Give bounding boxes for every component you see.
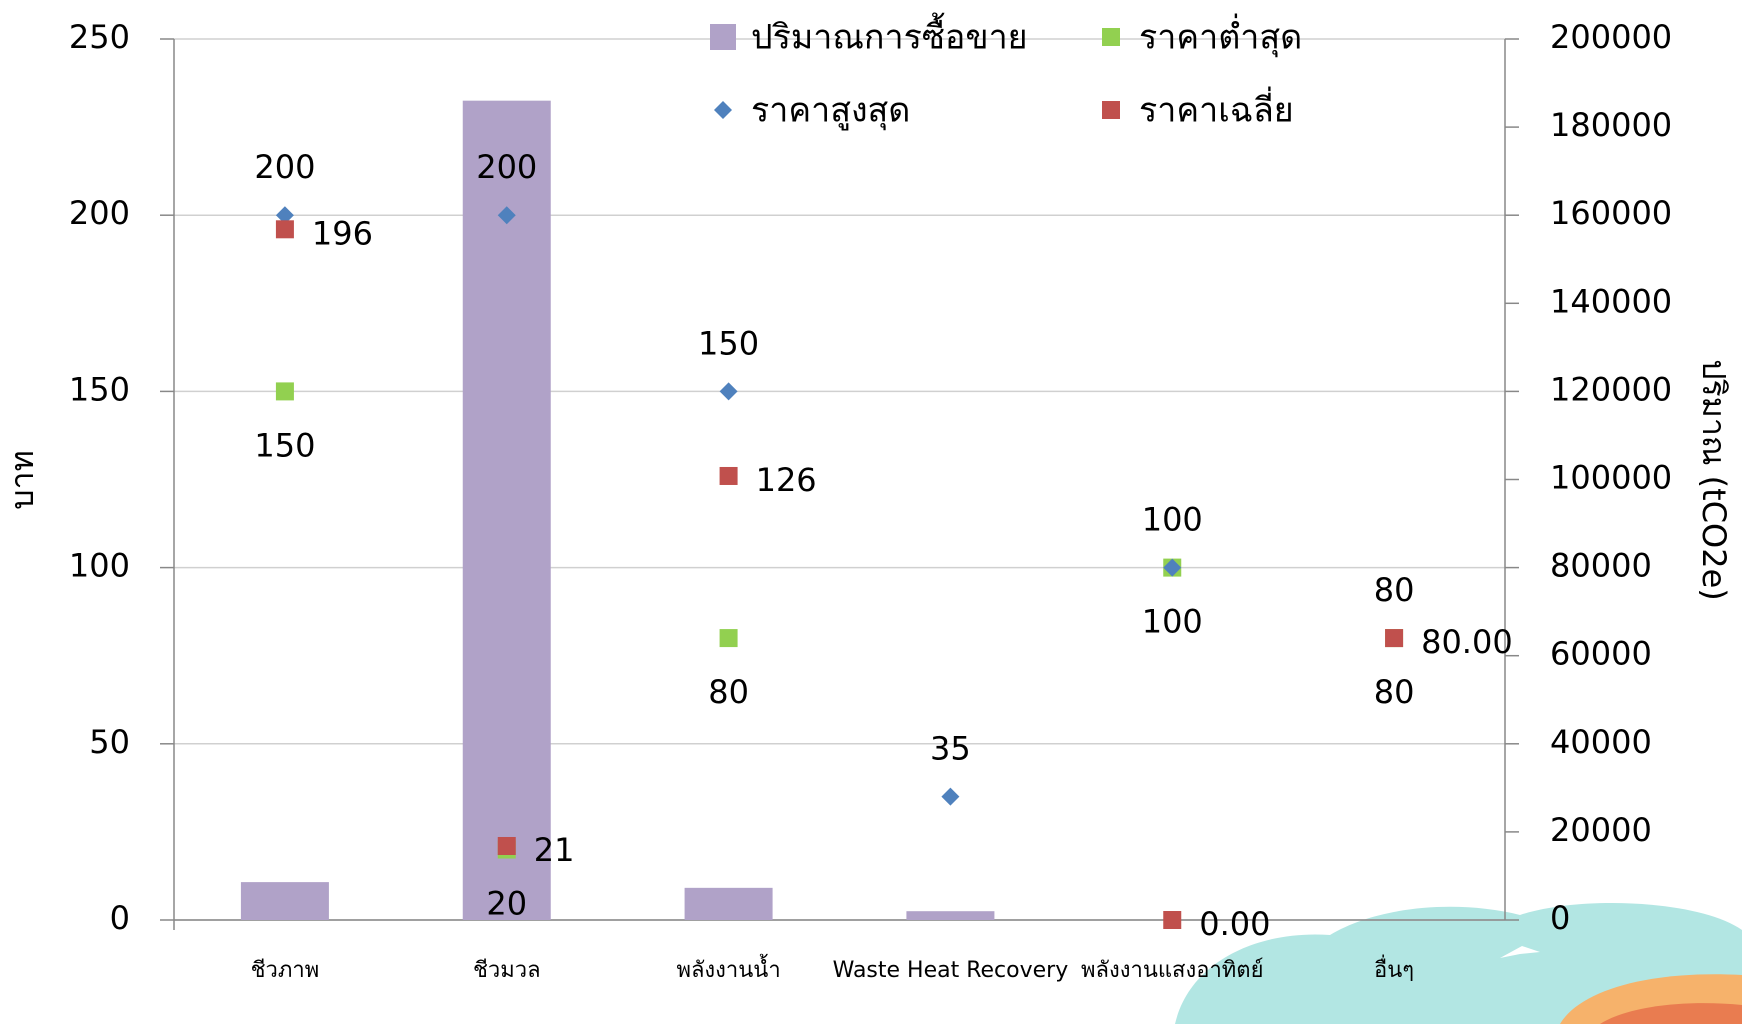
bar [462, 100, 551, 921]
value-label: 150 [254, 426, 315, 464]
y2-axis-title: ปริมาณ (tCO2e) [1695, 359, 1733, 601]
value-label: 80.00 [1421, 623, 1513, 661]
legend-swatch [710, 24, 736, 50]
legend-swatch [714, 101, 732, 119]
y2-tick-label: 200000 [1550, 18, 1672, 56]
y2-tick-label: 100000 [1550, 459, 1672, 497]
y2-tick-label: 20000 [1550, 811, 1652, 849]
legend-label: ปริมาณการซื้อขาย [751, 13, 1028, 58]
x-tick-label: ชีวมวล [473, 958, 541, 983]
y-tick-label: 250 [69, 18, 130, 56]
point [497, 836, 516, 855]
legend-swatch [1102, 101, 1120, 119]
value-label: 100 [1142, 603, 1203, 641]
y-tick-label: 150 [69, 370, 130, 408]
point [497, 206, 516, 225]
y-axis-title: บาท [3, 450, 41, 509]
y2-tick-label: 80000 [1550, 547, 1652, 585]
value-label: 80 [1374, 571, 1415, 609]
point [275, 206, 294, 225]
value-label: 200 [476, 148, 537, 186]
point [1163, 911, 1182, 929]
value-label: 100 [1142, 501, 1203, 539]
point [275, 220, 294, 239]
value-label: 200 [254, 148, 315, 186]
y-tick-label: 200 [69, 194, 130, 232]
x-tick-label: Waste Heat Recovery [833, 958, 1069, 983]
y-tick-label: 100 [69, 547, 130, 585]
point [719, 466, 738, 485]
bar [906, 911, 995, 920]
legend-label: ราคาเฉลี่ย [1139, 87, 1294, 131]
y2-tick-label: 180000 [1550, 106, 1672, 144]
y2-tick-label: 120000 [1550, 370, 1672, 408]
value-label: 0.00 [1199, 905, 1270, 943]
point [719, 382, 738, 401]
bar [684, 887, 773, 920]
value-label: 20 [486, 885, 527, 923]
value-label: 21 [534, 831, 575, 869]
y2-tick-label: 140000 [1550, 282, 1672, 320]
value-label: 126 [756, 461, 817, 499]
value-label: 196 [312, 214, 373, 252]
point [275, 382, 294, 401]
y-tick-label: 50 [89, 723, 130, 761]
x-tick-label: อื่นๆ [1374, 954, 1414, 983]
point [1385, 629, 1404, 648]
value-label: 150 [698, 324, 759, 362]
value-label: 35 [930, 730, 971, 768]
value-label: 80 [708, 673, 749, 711]
y-tick-label: 0 [110, 899, 130, 937]
x-tick-label: พลังงานน้ำ [676, 954, 780, 983]
y2-tick-label: 40000 [1550, 723, 1652, 761]
x-tick-label: ชีวภาพ [251, 958, 320, 983]
legend-label: ราคาสูงสุด [751, 91, 910, 131]
legend-swatch [1102, 28, 1120, 46]
y2-tick-label: 0 [1550, 899, 1570, 937]
x-tick-label: พลังงานแสงอาทิตย์ [1081, 958, 1263, 983]
point [719, 629, 738, 648]
decoration [1175, 903, 1742, 1024]
y2-tick-label: 160000 [1550, 194, 1672, 232]
point [941, 787, 960, 806]
y2-tick-label: 60000 [1550, 635, 1652, 673]
point [1163, 558, 1182, 577]
bar [240, 882, 329, 920]
value-label: 80 [1374, 673, 1415, 711]
legend-label: ราคาต่ำสุด [1139, 14, 1302, 58]
